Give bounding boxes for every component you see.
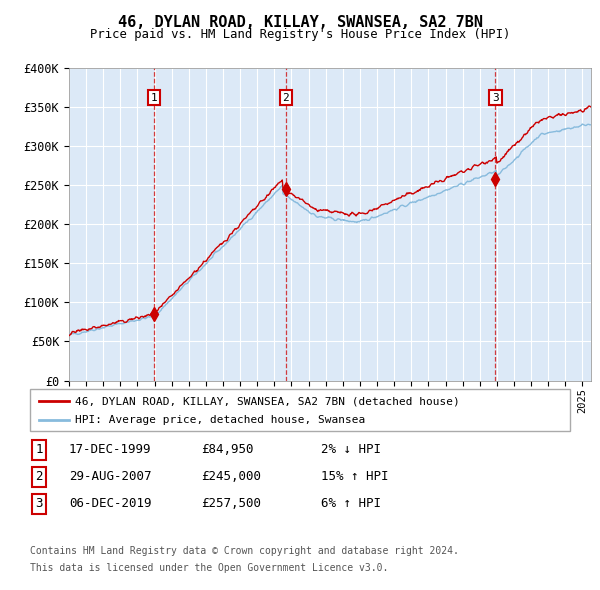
Text: 3: 3 [35, 497, 43, 510]
Text: 46, DYLAN ROAD, KILLAY, SWANSEA, SA2 7BN (detached house): 46, DYLAN ROAD, KILLAY, SWANSEA, SA2 7BN… [75, 396, 460, 406]
Text: 29-AUG-2007: 29-AUG-2007 [69, 470, 151, 483]
Text: 3: 3 [492, 93, 499, 103]
Text: 2: 2 [35, 470, 43, 483]
Text: £84,950: £84,950 [201, 443, 254, 456]
Text: £245,000: £245,000 [201, 470, 261, 483]
Text: 46, DYLAN ROAD, KILLAY, SWANSEA, SA2 7BN: 46, DYLAN ROAD, KILLAY, SWANSEA, SA2 7BN [118, 15, 482, 30]
Text: 1: 1 [151, 93, 157, 103]
Text: 06-DEC-2019: 06-DEC-2019 [69, 497, 151, 510]
Text: 2: 2 [282, 93, 289, 103]
Text: 6% ↑ HPI: 6% ↑ HPI [321, 497, 381, 510]
Text: £257,500: £257,500 [201, 497, 261, 510]
Text: Contains HM Land Registry data © Crown copyright and database right 2024.: Contains HM Land Registry data © Crown c… [30, 546, 459, 556]
Text: This data is licensed under the Open Government Licence v3.0.: This data is licensed under the Open Gov… [30, 563, 388, 573]
Text: 1: 1 [35, 443, 43, 456]
Text: 15% ↑ HPI: 15% ↑ HPI [321, 470, 389, 483]
Text: 17-DEC-1999: 17-DEC-1999 [69, 443, 151, 456]
Text: 2% ↓ HPI: 2% ↓ HPI [321, 443, 381, 456]
Text: Price paid vs. HM Land Registry's House Price Index (HPI): Price paid vs. HM Land Registry's House … [90, 28, 510, 41]
Text: HPI: Average price, detached house, Swansea: HPI: Average price, detached house, Swan… [75, 415, 365, 425]
